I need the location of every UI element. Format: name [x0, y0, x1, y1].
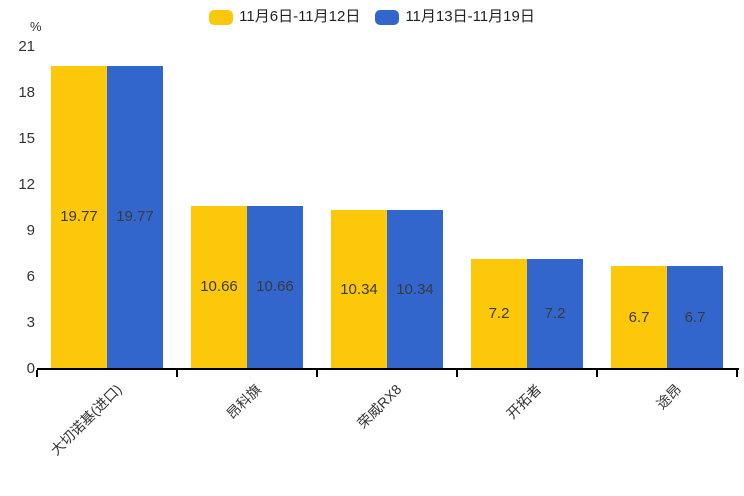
y-axis-tick-label: 9 [26, 222, 35, 239]
y-axis-tick-label: 18 [18, 84, 35, 101]
y-axis-tick-label: 0 [26, 360, 35, 377]
legend: 11月6日-11月12日 11月13日-11月19日 [0, 8, 744, 26]
bar-cat1-series2 [107, 65, 163, 369]
x-axis-tick [36, 370, 38, 377]
y-axis-tick-label: 21 [18, 38, 35, 55]
bar-value-label: 10.66 [256, 278, 294, 296]
y-axis-tick-label: 12 [18, 176, 35, 193]
x-category-label: 大切诺基(进口) [47, 381, 125, 459]
bar-value-label: 10.66 [200, 278, 238, 296]
x-category-label: 昂科旗 [223, 381, 265, 423]
x-category-label: 荣威RX8 [353, 381, 405, 432]
bar-cat5-series1 [611, 266, 667, 369]
x-axis-tick [456, 370, 458, 377]
bar-value-label: 6.7 [684, 308, 706, 326]
bar-cat3-series1 [331, 210, 387, 369]
bar-value-label: 7.2 [488, 304, 510, 322]
y-axis-tick-label: 6 [26, 268, 35, 285]
x-axis-tick [316, 370, 318, 377]
bar-cat2-series1 [191, 205, 247, 369]
legend-item-2[interactable]: 11月13日-11月19日 [375, 8, 535, 26]
y-axis-unit-label: % [30, 19, 42, 34]
x-axis-tick [176, 370, 178, 377]
bar-value-label: 6.7 [628, 308, 650, 326]
x-axis-tick [736, 370, 738, 377]
bar-value-label: 7.2 [544, 304, 566, 322]
bar-cat3-series2 [387, 210, 443, 369]
legend-item-1[interactable]: 11月6日-11月12日 [209, 8, 360, 26]
legend-swatch-2 [375, 9, 400, 25]
x-axis-line [37, 368, 739, 370]
x-axis-tick [596, 370, 598, 377]
bar-value-label: 19.77 [116, 208, 154, 226]
bar-value-label: 19.77 [60, 208, 98, 226]
y-axis-tick-label: 3 [26, 314, 35, 331]
bar-value-label: 10.34 [396, 280, 434, 298]
x-category-label: 开拓者 [503, 381, 545, 423]
x-category-label: 途昂 [653, 381, 685, 413]
legend-swatch-1 [209, 9, 234, 25]
bar-value-label: 10.34 [340, 280, 378, 298]
bar-cat4-series1 [471, 258, 527, 369]
legend-item-label: 11月13日-11月19日 [405, 8, 535, 25]
bar-cat4-series2 [527, 258, 583, 369]
legend-item-label: 11月6日-11月12日 [239, 8, 361, 25]
bar-cat1-series1 [51, 65, 107, 369]
bar-cat2-series2 [247, 205, 303, 369]
y-axis-tick-label: 15 [18, 130, 35, 147]
bar-cat5-series2 [667, 266, 723, 369]
